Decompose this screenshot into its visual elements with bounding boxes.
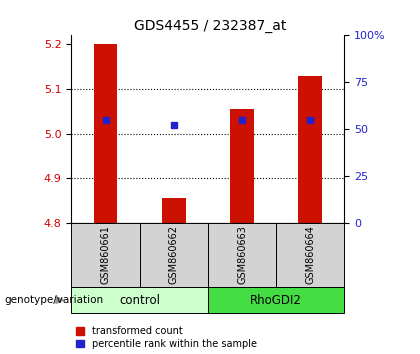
Text: control: control xyxy=(119,293,160,307)
Legend: transformed count, percentile rank within the sample: transformed count, percentile rank withi… xyxy=(76,326,257,349)
Bar xyxy=(139,223,208,287)
Text: GSM860661: GSM860661 xyxy=(100,225,110,284)
Bar xyxy=(71,287,208,313)
Text: RhoGDI2: RhoGDI2 xyxy=(250,293,302,307)
Bar xyxy=(162,198,186,223)
Text: GDS4455 / 232387_at: GDS4455 / 232387_at xyxy=(134,19,286,34)
Bar xyxy=(276,223,344,287)
Bar xyxy=(230,109,254,223)
Bar xyxy=(71,223,139,287)
Text: GSM860662: GSM860662 xyxy=(169,225,179,284)
Bar xyxy=(208,287,344,313)
Bar xyxy=(94,44,118,223)
Text: GSM860664: GSM860664 xyxy=(305,225,315,284)
Bar xyxy=(208,223,276,287)
Bar xyxy=(298,76,322,223)
Text: genotype/variation: genotype/variation xyxy=(4,295,103,305)
Text: GSM860663: GSM860663 xyxy=(237,225,247,284)
